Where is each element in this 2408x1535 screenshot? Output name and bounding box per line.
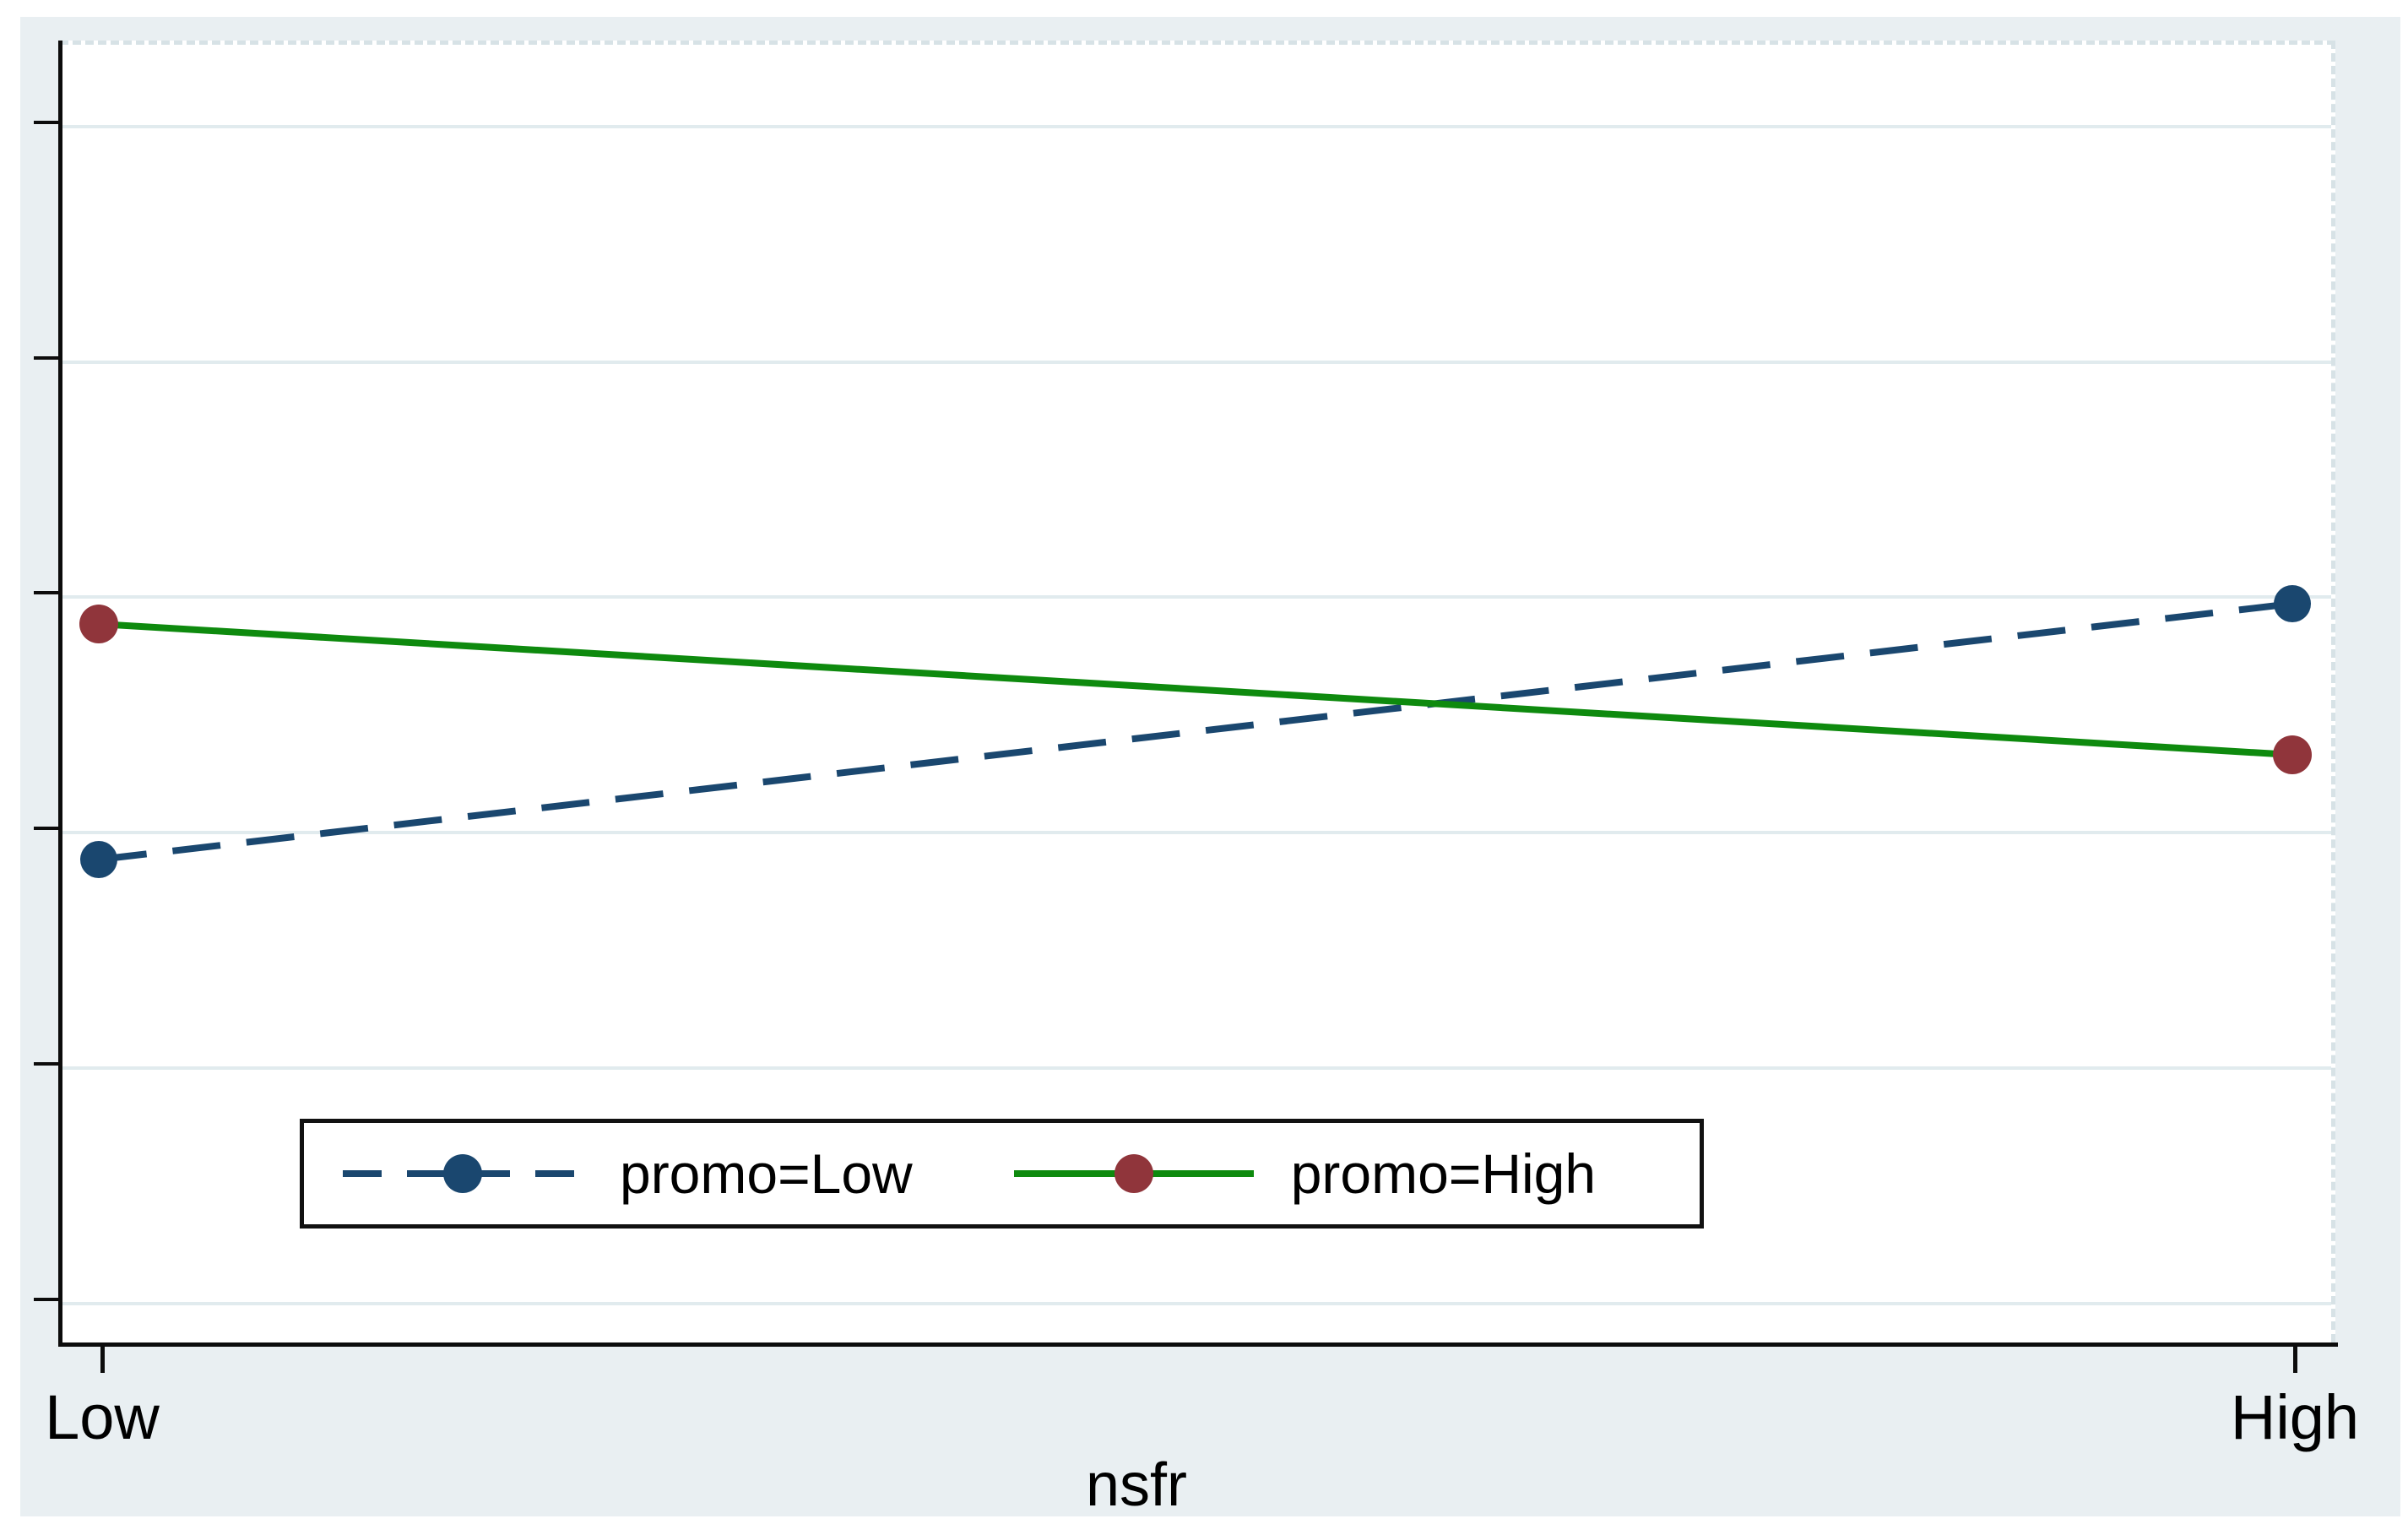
legend: promo=Low promo=High	[300, 1119, 1704, 1229]
y-tick	[34, 827, 60, 830]
legend-entry-promo-high: promo=High	[1013, 1142, 1597, 1205]
legend-label: promo=Low	[620, 1142, 913, 1205]
data-point-marker	[79, 605, 118, 643]
y-axis-line	[58, 41, 62, 1347]
x-axis-title: nsfr	[1085, 1451, 1188, 1519]
data-point-marker	[80, 841, 117, 878]
legend-label: promo=High	[1290, 1142, 1597, 1205]
gridline	[60, 595, 2331, 599]
y-tick	[34, 356, 60, 360]
gridline	[60, 1066, 2331, 1070]
y-tick	[34, 121, 60, 124]
gridline	[60, 1302, 2331, 1305]
legend-line-sample	[1013, 1154, 1254, 1193]
series-plot	[79, 585, 2312, 878]
gridline	[60, 831, 2331, 834]
y-tick	[34, 591, 60, 594]
legend-entry-promo-low: promo=Low	[343, 1143, 913, 1205]
x-axis-line	[58, 1342, 2338, 1347]
data-point-marker	[2274, 585, 2311, 622]
legend-marker	[1114, 1154, 1153, 1193]
y-tick	[34, 1298, 60, 1301]
x-tick	[2293, 1347, 2297, 1373]
gridline	[60, 125, 2331, 128]
x-tick-label-low: Low	[45, 1382, 160, 1452]
legend-marker	[443, 1154, 482, 1193]
legend-line-sample	[343, 1154, 583, 1193]
data-point-marker	[2273, 735, 2312, 774]
gridline	[60, 361, 2331, 364]
x-tick-label-high: High	[2230, 1382, 2360, 1452]
x-tick	[100, 1347, 105, 1373]
y-tick	[34, 1062, 60, 1066]
graph-region: Low High nsfr promo=Low promo=High	[20, 17, 2400, 1519]
series-line-promo-high	[98, 621, 2293, 758]
